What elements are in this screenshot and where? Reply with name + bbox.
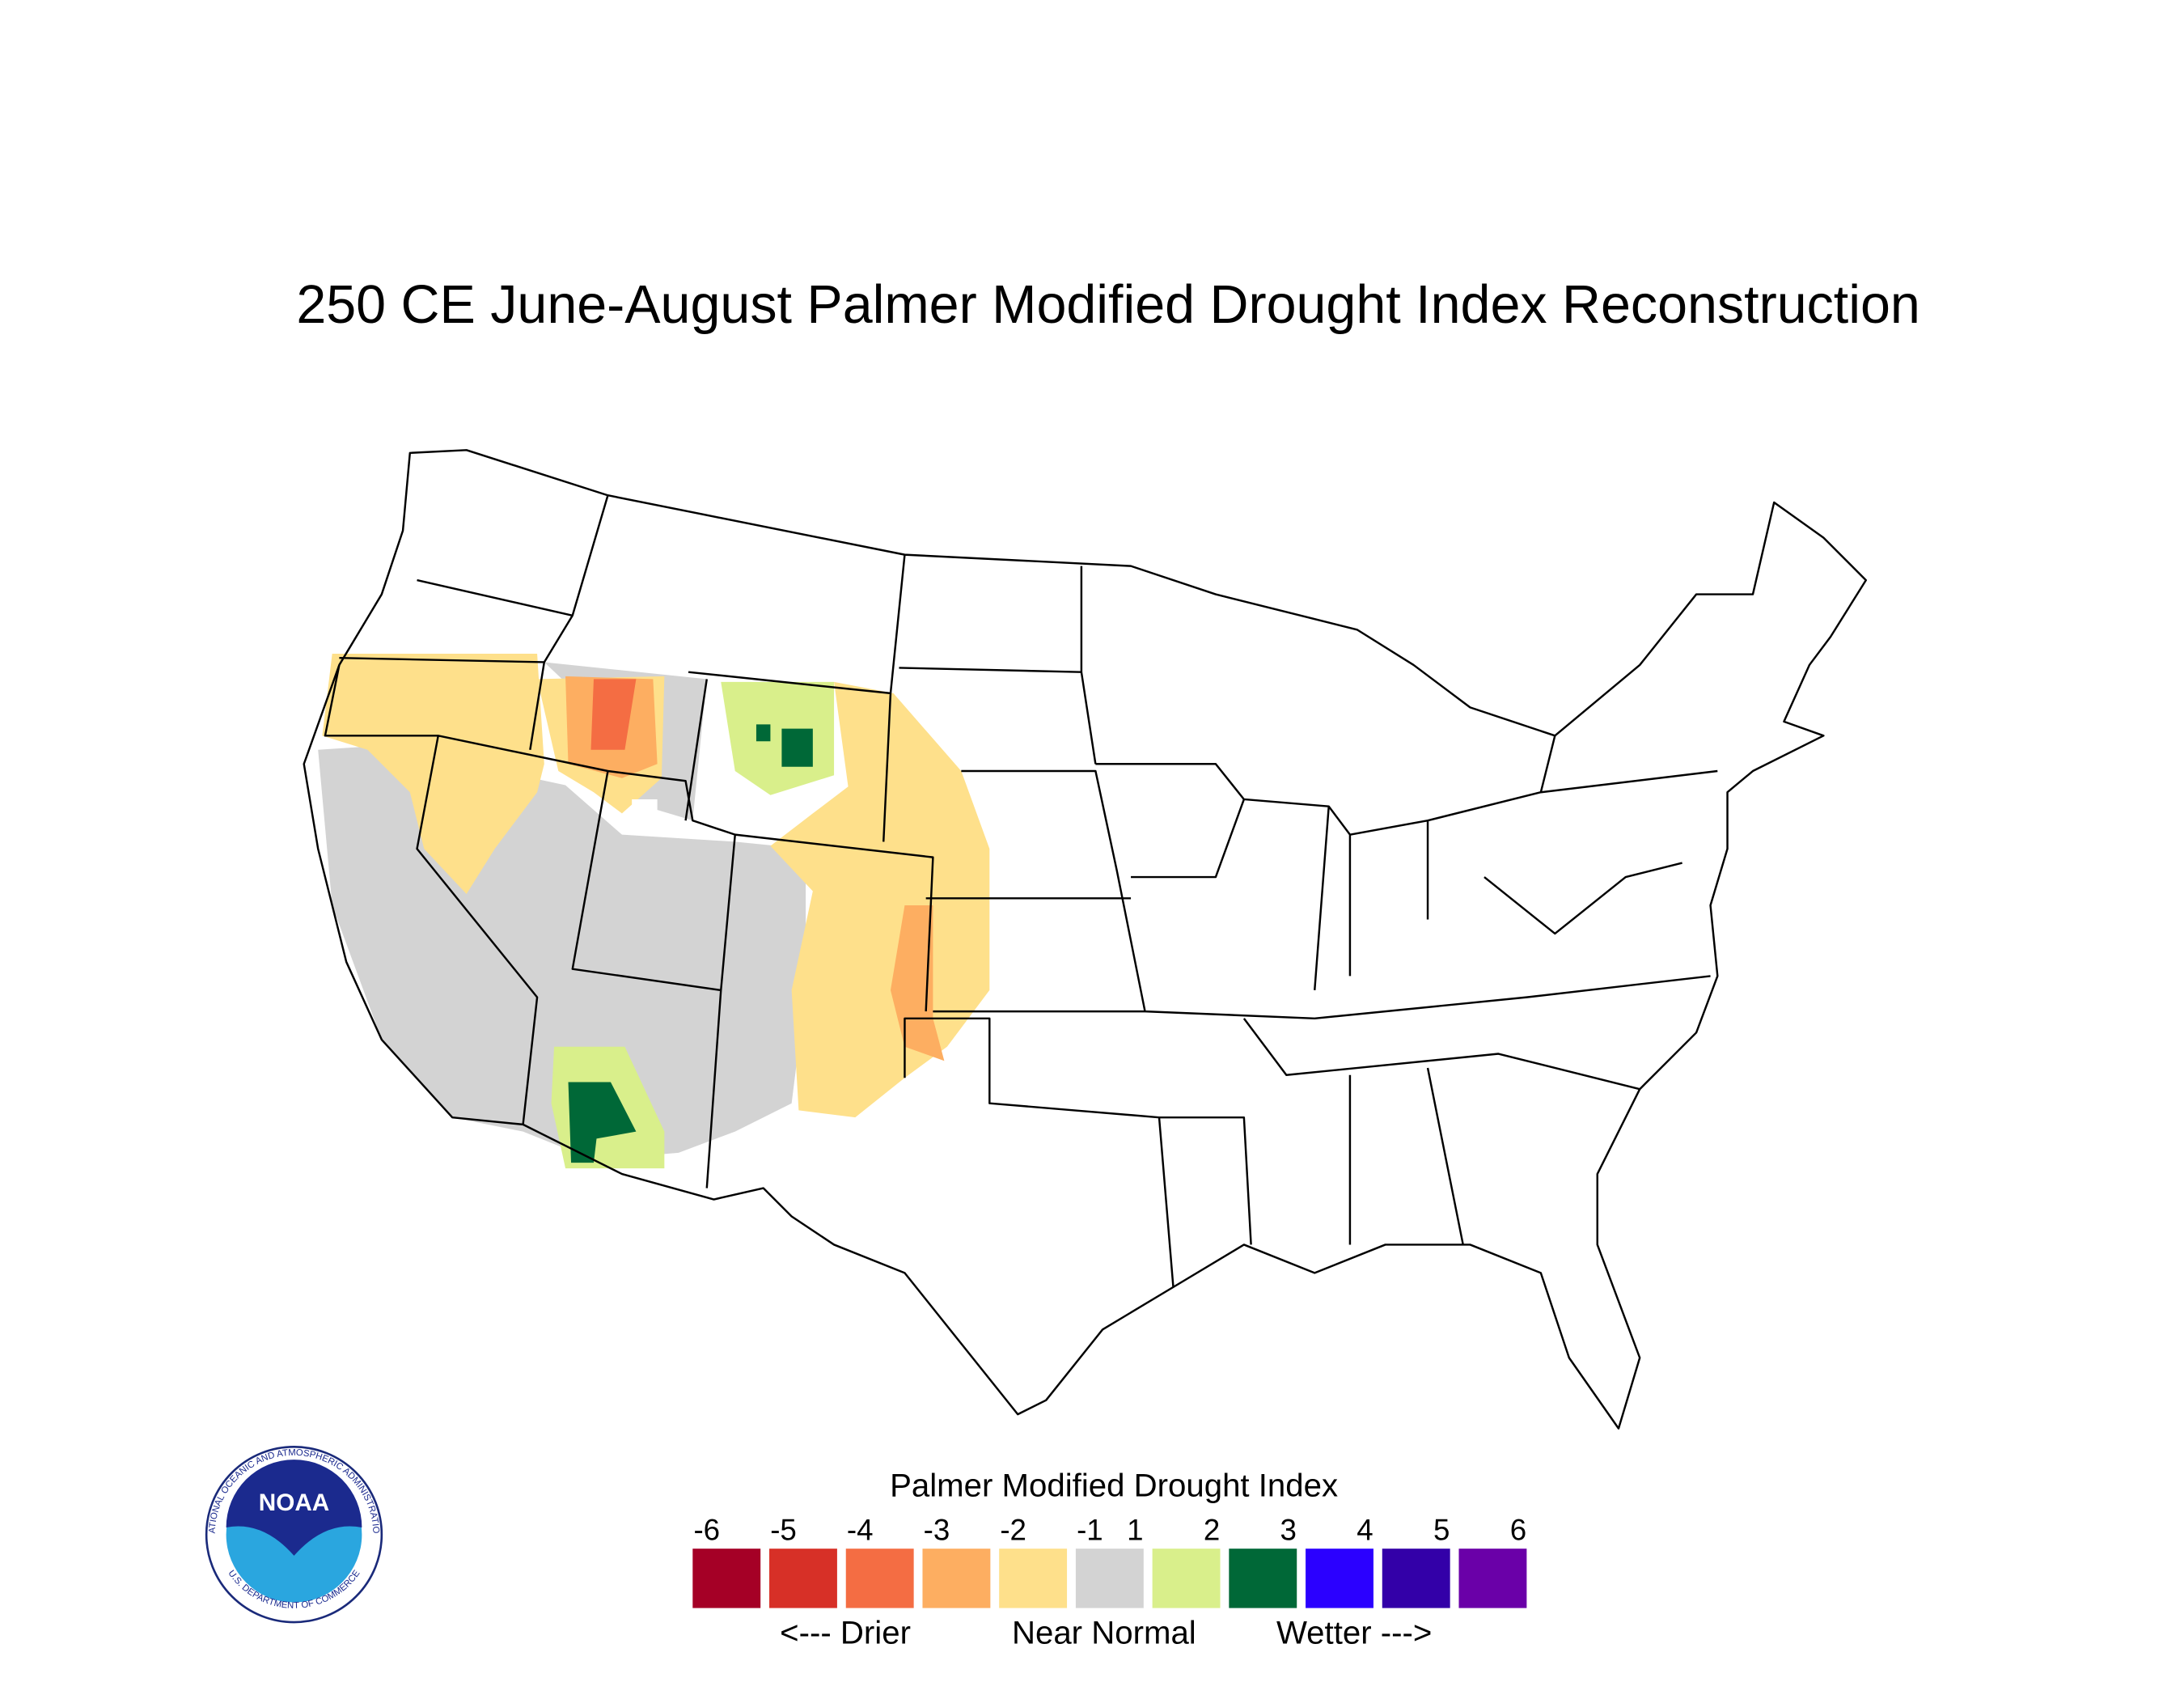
legend-drier: <--- Drier: [780, 1614, 911, 1650]
us-boundaries: [303, 449, 1868, 1430]
legend-tick-label: 3: [1280, 1514, 1297, 1547]
map-title: 250 CE June-August Palmer Modified Droug…: [296, 275, 1920, 335]
legend-tick-label: -2: [1000, 1514, 1026, 1547]
legend-tick-label: -1: [1077, 1514, 1103, 1547]
legend-tick-label: 6: [1510, 1514, 1526, 1547]
legend-swatch: [1382, 1549, 1450, 1608]
legend-tick-label: 1: [1127, 1514, 1143, 1547]
legend-swatch: [999, 1549, 1068, 1608]
legend-swatch: [1306, 1549, 1373, 1608]
legend-tick-label: 4: [1357, 1514, 1373, 1547]
legend-swatch: [845, 1549, 914, 1608]
legend-swatch: [1458, 1549, 1527, 1608]
legend-normal: Near Normal: [1012, 1614, 1196, 1650]
legend-swatch: [692, 1549, 761, 1608]
legend-swatch: [1075, 1549, 1144, 1608]
legend-wetter: Wetter --->: [1276, 1614, 1432, 1650]
legend-tick-label: -6: [693, 1514, 720, 1547]
legend-swatch: [769, 1549, 837, 1608]
legend-swatch: [1229, 1549, 1297, 1608]
logo-label: NOAA: [259, 1489, 329, 1516]
legend-swatch: [922, 1549, 991, 1608]
legend-tick-label: 2: [1204, 1514, 1220, 1547]
legend-title: Palmer Modified Drought Index: [890, 1468, 1338, 1504]
drought-shading: [318, 653, 990, 1169]
legend-tick-label: -4: [847, 1514, 874, 1547]
legend: Palmer Modified Drought Index <--- Drier…: [692, 1468, 1527, 1650]
legend-tick-label: -3: [924, 1514, 950, 1547]
legend-tick-label: 5: [1433, 1514, 1450, 1547]
legend-swatch: [1152, 1549, 1221, 1608]
legend-tick-label: -5: [770, 1514, 797, 1547]
